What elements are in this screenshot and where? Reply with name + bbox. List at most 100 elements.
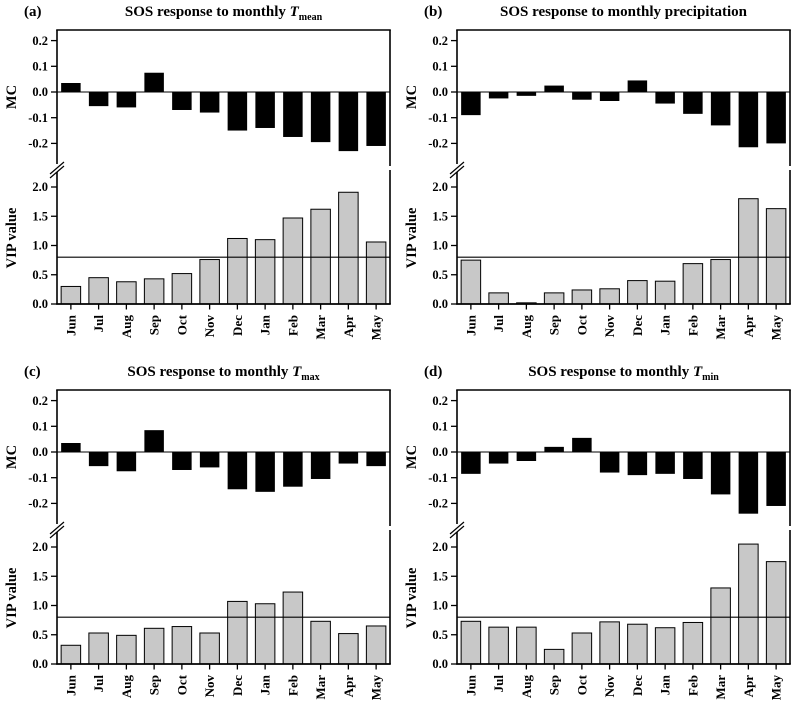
mc-bar-Oct [572,437,592,452]
mc-ytick-label: 0.1 [432,60,448,74]
mc-bar-May [766,452,786,506]
vip-ytick-label: 1.5 [432,569,448,583]
vip-bar-Aug [116,281,137,305]
mc-bar-Oct [172,452,192,470]
mc-bar-Dec [227,452,248,490]
panel-a: (a) SOS response to monthly Tmean 0.2 0.1… [0,0,400,360]
vip-bar-Sep [143,627,165,665]
vip-bar-Jun [60,285,82,305]
vip-bar-Dec [227,237,248,305]
mc-bar-Jul [88,452,109,467]
vip-bar-Oct [171,273,193,305]
month-label-Aug: Aug [519,675,534,699]
month-label-Sep: Sep [547,675,562,695]
mc-bar-Nov [599,92,620,101]
vip-bar-Nov [199,259,220,305]
month-label-Jul: Jul [491,675,506,693]
month-label-Mar: Mar [713,675,728,700]
panel-c-title: SOS response to monthly Tmax [57,364,390,383]
mc-bar-Feb [683,92,703,114]
month-label-Feb: Feb [285,315,300,336]
vip-bar-May [365,241,387,305]
vip-ytick-label: 0.5 [32,628,48,642]
vip-bar-Dec [627,623,648,665]
mc-bar-Dec [627,452,648,476]
month-label-Jun: Jun [463,674,478,696]
mc-axis-label: MC [404,445,420,469]
vip-ytick-label: 1.0 [32,599,48,613]
mc-bar-Sep [544,446,564,452]
mc-ytick-label: 0.2 [32,34,48,48]
axis-break-slash [449,165,465,179]
mc-bar-Sep [144,72,164,92]
vip-bar-Jun [460,620,482,665]
vip-axis-label: VIP value [404,207,420,268]
vip-bar-Aug [516,626,537,665]
month-label-Jan: Jan [658,314,673,335]
mc-ytick-label: -0.2 [28,137,48,151]
month-label-Jan: Jan [258,314,273,335]
chart-svg-(a): 0.2 0.1 0.0 -0.1 -0.2 2.0 1.5 1.0 0.5 0.0 Jun Jul Au… [4,29,391,341]
vip-bar-May [765,561,787,665]
vip-bar-Nov [599,621,620,665]
month-label-Jul: Jul [491,315,506,333]
panel-c-title-symbol: T [292,364,302,380]
vip-bar-Sep [143,278,165,305]
vip-bar-May [765,208,787,305]
panel-c-letter: (c) [24,364,41,380]
vip-bar-Jan [254,603,276,665]
mc-ytick-label: -0.1 [28,111,48,125]
mc-ytick-label: -0.2 [428,497,448,511]
panel-d-title-subscript: min [702,372,719,383]
vip-ytick-label: 0.5 [32,268,48,282]
vip-bar-Nov [199,632,220,665]
vip-bar-Jul [88,632,109,665]
vip-bar-Apr [338,191,359,305]
panel-b-letter: (b) [424,4,443,20]
vip-ytick-label: 2.0 [432,540,448,554]
month-label-Dec: Dec [230,315,245,336]
mc-axis-label: MC [4,85,20,109]
panel-a-title: SOS response to monthly Tmean [57,4,390,23]
month-label-Aug: Aug [119,315,134,339]
chart-svg-(c): 0.2 0.1 0.0 -0.1 -0.2 2.0 1.5 1.0 0.5 0.0 Jun Jul Au… [4,389,391,700]
vip-bar-Mar [710,587,731,665]
vip-ytick-label: 2.0 [32,180,48,194]
month-label-Oct: Oct [574,674,589,695]
month-label-May: May [369,315,384,341]
vip-bar-Jul [488,626,509,665]
vip-bar-Mar [310,620,331,665]
month-label-Oct: Oct [174,674,189,695]
panel-b-header: (b) SOS response to monthly precipitatio… [400,0,800,26]
month-label-Sep: Sep [147,315,162,335]
mc-bar-Jun [61,83,81,92]
vip-bar-Apr [338,633,359,665]
mc-bar-Nov [199,452,220,468]
panel-c-header: (c) SOS response to monthly Tmax [0,360,400,386]
panel-c: (c) SOS response to monthly Tmax 0.2 0.1 0… [0,360,400,720]
mc-bar-Feb [683,452,703,479]
panel-b-title: SOS response to monthly precipitation [457,4,790,23]
mc-bar-Sep [144,430,164,453]
mc-bar-Feb [283,452,303,487]
mc-bar-May [366,92,386,146]
mc-bar-Apr [338,92,359,152]
vip-bar-Oct [571,289,593,305]
vip-ytick-label: 1.0 [432,239,448,253]
vip-ytick-label: 0.0 [32,657,48,671]
vip-bar-Jan [254,239,276,305]
vip-ytick-label: 1.5 [432,209,448,223]
chart-svg-(b): 0.2 0.1 0.0 -0.1 -0.2 2.0 1.5 1.0 0.5 0.0 Jun Jul Au… [404,29,791,340]
panel-a-title-symbol: T [289,4,299,20]
month-label-Apr: Apr [741,315,756,338]
month-label-Feb: Feb [685,315,700,336]
month-label-Oct: Oct [174,314,189,335]
vip-ytick-label: 1.5 [32,209,48,223]
mc-bar-Jan [655,92,675,104]
mc-bar-Aug [516,92,537,96]
vip-axis-label: VIP value [404,567,420,628]
mc-bar-Oct [172,92,192,110]
month-label-Nov: Nov [602,675,617,698]
mc-bar-May [766,92,786,144]
axis-break-slash [449,161,465,175]
